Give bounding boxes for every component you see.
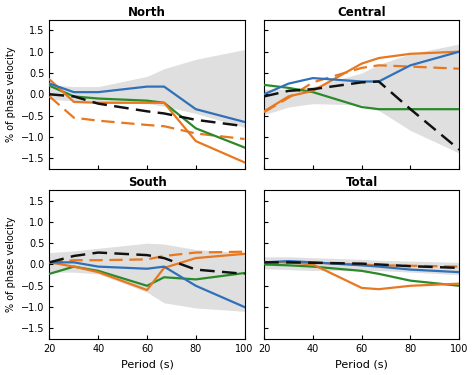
X-axis label: Period (s): Period (s) xyxy=(120,360,173,369)
Y-axis label: % of phase velocity: % of phase velocity xyxy=(6,46,16,142)
Y-axis label: % of phase velocity: % of phase velocity xyxy=(6,217,16,312)
Title: North: North xyxy=(128,6,166,18)
X-axis label: Period (s): Period (s) xyxy=(335,360,388,369)
Title: Central: Central xyxy=(337,6,386,18)
Title: South: South xyxy=(128,176,166,189)
Title: Total: Total xyxy=(346,176,378,189)
